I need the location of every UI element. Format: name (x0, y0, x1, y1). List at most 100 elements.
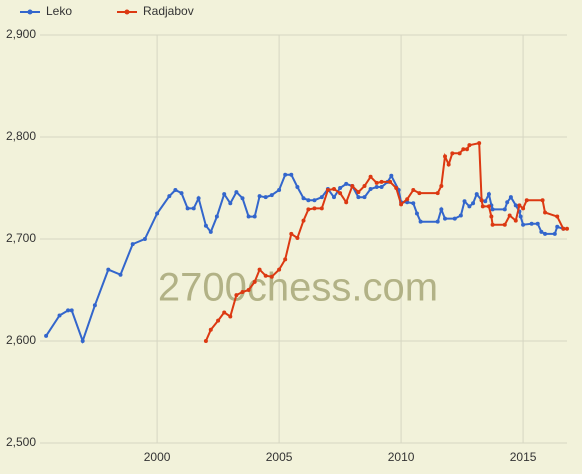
point (277, 267, 282, 272)
point (319, 195, 324, 200)
point (208, 229, 213, 234)
point (379, 179, 384, 184)
point (344, 181, 349, 186)
point (269, 274, 274, 279)
point (234, 293, 239, 298)
point (435, 219, 440, 224)
point (483, 199, 488, 204)
point (203, 339, 208, 343)
point (57, 313, 62, 318)
point (452, 216, 457, 221)
point (543, 231, 548, 236)
point (508, 195, 513, 200)
point (263, 195, 268, 200)
x-tick-label: 2000 (144, 450, 171, 464)
point (517, 203, 522, 208)
point (295, 184, 300, 189)
point (80, 339, 85, 343)
point (513, 203, 518, 208)
point (446, 162, 451, 167)
point (350, 183, 355, 188)
point (443, 154, 448, 159)
point (439, 183, 444, 188)
point (414, 211, 419, 216)
point (479, 198, 484, 203)
point (411, 201, 416, 206)
point (486, 204, 491, 209)
point (338, 186, 343, 190)
point (312, 198, 317, 203)
point (191, 206, 196, 211)
point (474, 192, 479, 197)
y-tick-label: 2,800 (6, 129, 36, 143)
point (228, 314, 233, 319)
point (507, 213, 512, 218)
point (203, 223, 208, 228)
point (539, 229, 544, 234)
point (263, 273, 268, 278)
point (92, 303, 97, 308)
point (362, 183, 367, 188)
point (362, 195, 367, 200)
point (417, 191, 422, 196)
point (257, 194, 262, 199)
point (222, 310, 227, 315)
point (331, 195, 336, 200)
point (356, 195, 361, 200)
point (555, 224, 560, 229)
point (518, 214, 523, 219)
point (457, 151, 462, 156)
point (216, 318, 221, 323)
point (196, 196, 201, 201)
point (374, 180, 379, 185)
point (450, 151, 455, 156)
point (486, 192, 491, 197)
point (106, 267, 111, 272)
point (252, 279, 257, 284)
point (228, 201, 233, 206)
point (435, 191, 440, 196)
point (389, 173, 394, 178)
point (467, 143, 472, 148)
point (521, 222, 526, 227)
point (155, 211, 160, 216)
point (222, 192, 227, 197)
point (356, 190, 361, 195)
point (379, 184, 384, 189)
legend-marker (27, 9, 33, 15)
point (418, 219, 423, 224)
point (338, 191, 343, 196)
point (439, 207, 444, 212)
point (555, 214, 560, 219)
point (524, 198, 529, 203)
point (540, 198, 545, 203)
point (257, 267, 262, 272)
point (411, 188, 416, 193)
x-tick-label: 2010 (388, 450, 415, 464)
point (240, 196, 245, 201)
point (552, 231, 557, 236)
point (69, 308, 74, 313)
point (565, 226, 569, 231)
point (462, 199, 467, 204)
point (312, 206, 317, 211)
y-tick-label: 2,500 (6, 435, 36, 449)
point (368, 187, 373, 192)
point (44, 333, 49, 338)
legend-label: Radjabov (143, 4, 194, 18)
point (234, 190, 239, 195)
point (529, 221, 534, 226)
point (252, 214, 257, 219)
point (490, 207, 495, 212)
point (331, 187, 336, 192)
point (561, 226, 566, 231)
point (306, 207, 311, 212)
point (301, 218, 306, 223)
point (246, 214, 251, 219)
point (505, 200, 510, 205)
point (471, 201, 476, 206)
point (295, 235, 300, 240)
point (535, 221, 540, 226)
point (173, 188, 178, 193)
